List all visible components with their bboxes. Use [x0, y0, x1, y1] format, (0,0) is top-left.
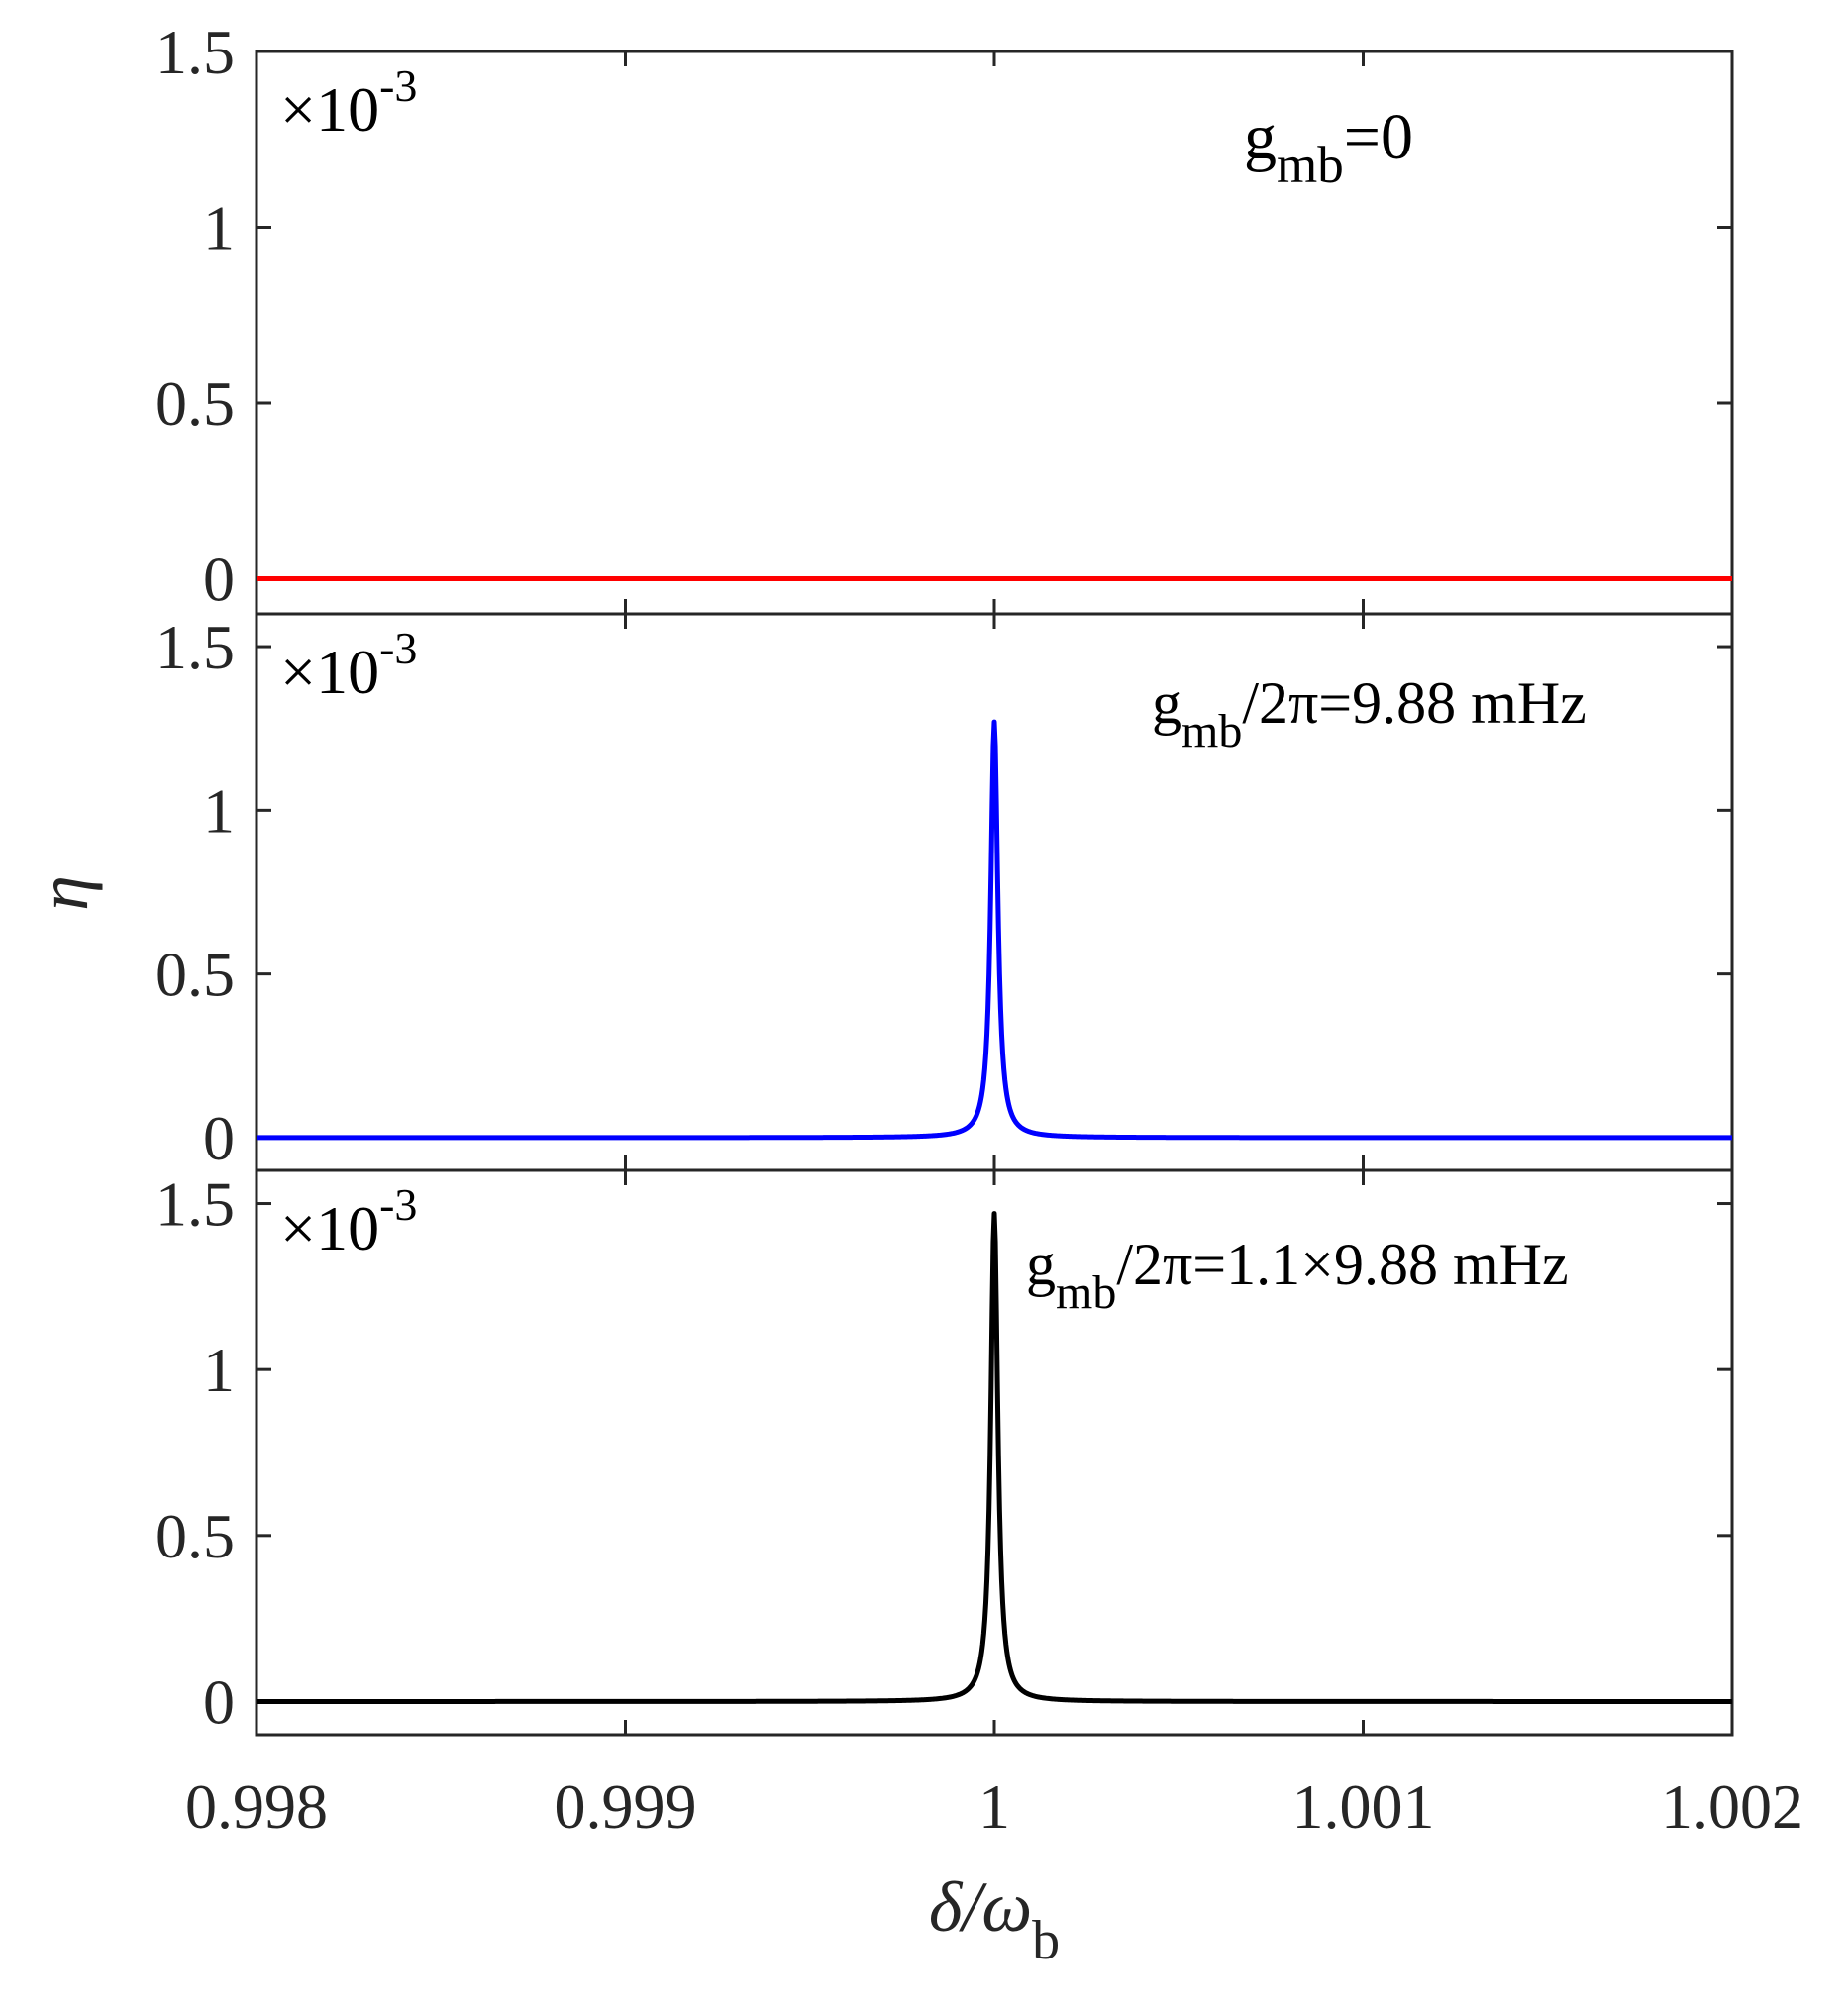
y-axis-title: η: [24, 875, 103, 911]
tick-labels: 00.511.500.511.500.511.50.998 0.999 1 1.001…: [155, 17, 1803, 1842]
axis-ticks: [255, 50, 1734, 1735]
y-tick-label-top: 0: [203, 545, 235, 615]
exponent-label-top: ×10-3: [280, 60, 417, 145]
series-line-bottom: [255, 1211, 1734, 1704]
x-tick-label: 1: [978, 1771, 1010, 1842]
y-tick-label-middle: 1.5: [155, 612, 235, 682]
x-tick-label: 1.001: [1292, 1771, 1435, 1842]
x-tick-label: 1.002: [1661, 1771, 1803, 1842]
y-tick-label-bottom: 0: [203, 1666, 235, 1737]
y-tick-label-middle: 0: [203, 1103, 235, 1173]
annotation-top: gmb=0: [1244, 101, 1413, 194]
x-axis-title-sub: b: [1032, 1910, 1060, 1971]
panel-top-frame: [255, 50, 1734, 616]
annotation-middle: gmb/2π=9.88 mHz: [1152, 670, 1587, 757]
annotations: ×10-3 gmb=0 ×10-3 gmb/2π=9.88 mHz ×10-3 gmb/2…: [280, 60, 1587, 1319]
series-line-middle: [255, 719, 1734, 1141]
x-axis-title-main: δ/ω: [929, 1867, 1032, 1947]
y-tick-label-top: 0.5: [155, 368, 235, 439]
exponent-label-bottom: ×10-3: [280, 1179, 417, 1263]
y-tick-label-middle: 1: [203, 775, 235, 846]
y-tick-label-middle: 0.5: [155, 940, 235, 1010]
y-tick-label-bottom: 1.5: [155, 1169, 235, 1240]
x-tick-label: 0.998: [185, 1771, 328, 1842]
y-tick-label-bottom: 1: [203, 1335, 235, 1405]
y-tick-label-top: 1: [203, 193, 235, 263]
x-axis-title: δ/ωb: [929, 1867, 1060, 1971]
annotation-bottom: gmb/2π=1.1×9.88 mHz: [1026, 1232, 1569, 1319]
exponent-label-middle: ×10-3: [280, 623, 417, 707]
y-tick-label-bottom: 0.5: [155, 1501, 235, 1571]
y-tick-label-top: 1.5: [155, 17, 235, 87]
series-lines: [255, 576, 1734, 1704]
x-tick-label: 0.999: [555, 1771, 697, 1842]
